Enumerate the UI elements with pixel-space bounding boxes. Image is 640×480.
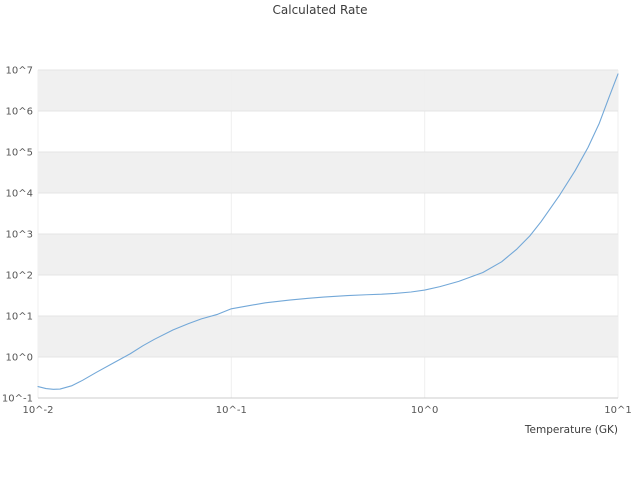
x-axis-label: Temperature (GK) xyxy=(524,424,618,436)
x-tick-label: 10^-2 xyxy=(22,405,53,416)
y-tick-label: 10^7 xyxy=(6,66,33,77)
y-tick-label: 10^-1 xyxy=(2,394,33,405)
y-tick-label: 10^5 xyxy=(6,148,33,159)
y-tick-label: 10^3 xyxy=(6,230,33,241)
y-tick-label: 10^2 xyxy=(6,271,33,282)
x-tick-label: 10^0 xyxy=(411,405,438,416)
plot-band xyxy=(38,234,618,275)
plot-band xyxy=(38,152,618,193)
y-tick-label: 10^0 xyxy=(6,353,33,364)
plot-band xyxy=(38,316,618,357)
x-tick-label: 10^1 xyxy=(604,405,631,416)
y-tick-label: 10^1 xyxy=(6,312,33,323)
calculated-rate-line xyxy=(37,73,619,390)
plot-band xyxy=(38,70,618,111)
x-tick-label: 10^-1 xyxy=(216,405,247,416)
chart-title: Calculated Rate xyxy=(272,3,368,17)
y-tick-label: 10^6 xyxy=(6,107,33,118)
y-tick-label: 10^4 xyxy=(6,189,33,200)
